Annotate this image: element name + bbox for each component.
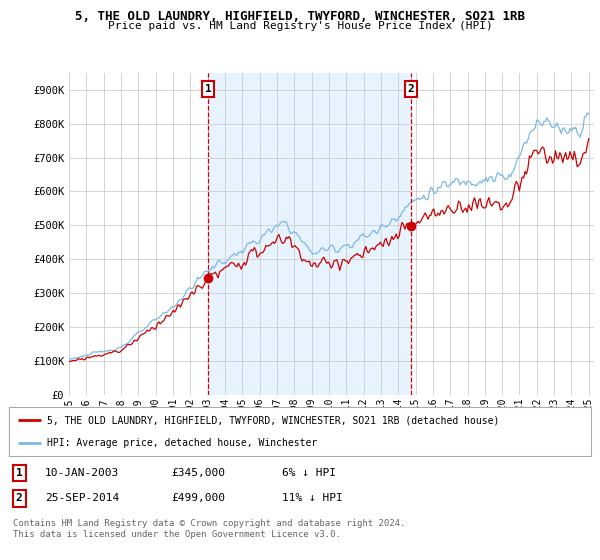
Text: 2: 2 bbox=[16, 493, 23, 503]
Text: £499,000: £499,000 bbox=[171, 493, 225, 503]
Text: 10-JAN-2003: 10-JAN-2003 bbox=[45, 468, 119, 478]
Text: 11% ↓ HPI: 11% ↓ HPI bbox=[282, 493, 343, 503]
Text: 1: 1 bbox=[16, 468, 23, 478]
Text: 25-SEP-2014: 25-SEP-2014 bbox=[45, 493, 119, 503]
Text: 1: 1 bbox=[205, 84, 212, 94]
Text: 5, THE OLD LAUNDRY, HIGHFIELD, TWYFORD, WINCHESTER, SO21 1RB: 5, THE OLD LAUNDRY, HIGHFIELD, TWYFORD, … bbox=[75, 10, 525, 23]
Text: 6% ↓ HPI: 6% ↓ HPI bbox=[282, 468, 336, 478]
Text: Contains HM Land Registry data © Crown copyright and database right 2024.: Contains HM Land Registry data © Crown c… bbox=[13, 519, 406, 528]
Text: £345,000: £345,000 bbox=[171, 468, 225, 478]
Text: 2: 2 bbox=[407, 84, 414, 94]
Text: This data is licensed under the Open Government Licence v3.0.: This data is licensed under the Open Gov… bbox=[13, 530, 341, 539]
Bar bbox=[208, 73, 411, 395]
Text: HPI: Average price, detached house, Winchester: HPI: Average price, detached house, Winc… bbox=[47, 438, 317, 448]
Text: Price paid vs. HM Land Registry's House Price Index (HPI): Price paid vs. HM Land Registry's House … bbox=[107, 21, 493, 31]
Text: 5, THE OLD LAUNDRY, HIGHFIELD, TWYFORD, WINCHESTER, SO21 1RB (detached house): 5, THE OLD LAUNDRY, HIGHFIELD, TWYFORD, … bbox=[47, 416, 499, 426]
